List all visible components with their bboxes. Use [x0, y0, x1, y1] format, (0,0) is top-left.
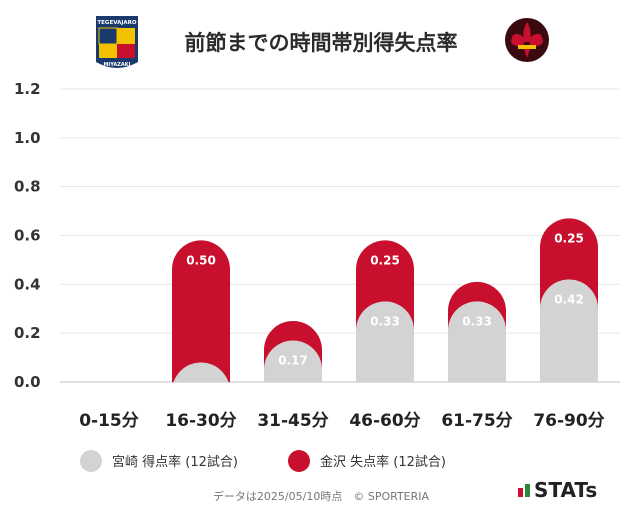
- x-tick-label: 46-60分: [349, 411, 420, 431]
- y-tick-label: 0.2: [14, 324, 41, 342]
- bar-label-home: 0.33: [370, 314, 400, 328]
- stats-logo: STATs: [518, 478, 597, 502]
- x-tick-label: 61-75分: [441, 411, 512, 431]
- legend-swatch-home: [80, 450, 102, 472]
- legend: 宮崎 得点率 (12試合) 金沢 失点率 (12試合): [80, 450, 446, 472]
- bar-home: [264, 340, 322, 382]
- away-team-crest-logo: [505, 18, 549, 62]
- bar-label-away: 0.50: [186, 253, 216, 267]
- bar-label-home: 0.33: [462, 314, 492, 328]
- x-tick-label: 76-90分: [533, 411, 604, 431]
- x-tick-label: 16-30分: [165, 411, 236, 431]
- x-tick-label: 31-45分: [257, 411, 328, 431]
- footer-note: データは2025/05/10時点 © SPORTERIA: [213, 489, 430, 503]
- bar-label-home: 0.17: [278, 353, 308, 367]
- y-tick-label: 1.2: [14, 80, 41, 98]
- bar-away: [172, 240, 230, 382]
- bar-home: [448, 301, 506, 382]
- y-tick-label: 0.8: [14, 178, 41, 196]
- bar-label-away: 0.25: [370, 253, 400, 267]
- legend-label-home: 宮崎 得点率 (12試合): [112, 454, 238, 470]
- x-tick-label: 0-15分: [79, 411, 139, 431]
- chart-title: 前節までの時間帯別得失点率: [185, 31, 458, 55]
- bar-home: [540, 279, 598, 382]
- y-tick-label: 0.0: [14, 373, 41, 391]
- x-axis: 0-15分 16-30分 31-45分 46-60分 61-75分 76-90分: [79, 411, 604, 431]
- home-team-crest-logo: TEGEVAJARO MIYAZAKI: [96, 16, 138, 68]
- legend-swatch-away: [288, 450, 310, 472]
- grid-lines: [60, 88, 620, 383]
- svg-text:MIYAZAKI: MIYAZAKI: [103, 62, 130, 68]
- bar-label-home: 0.42: [554, 292, 584, 306]
- stats-brand-text: STATs: [534, 478, 597, 502]
- bar-label-away: 0.25: [554, 231, 584, 245]
- legend-label-away: 金沢 失点率 (12試合): [320, 454, 446, 470]
- y-tick-label: 0.6: [14, 227, 41, 245]
- bars: 0.50 0.17 0.33 0.25 0.33 0.42 0.25: [172, 218, 598, 383]
- bar-home: [172, 362, 230, 383]
- y-axis: 0.0 0.2 0.4 0.6 0.8 1.0 1.2: [14, 80, 41, 391]
- y-tick-label: 0.4: [14, 275, 41, 293]
- y-tick-label: 1.0: [14, 129, 41, 147]
- bar-home: [356, 301, 414, 382]
- svg-text:TEGEVAJARO: TEGEVAJARO: [97, 20, 136, 26]
